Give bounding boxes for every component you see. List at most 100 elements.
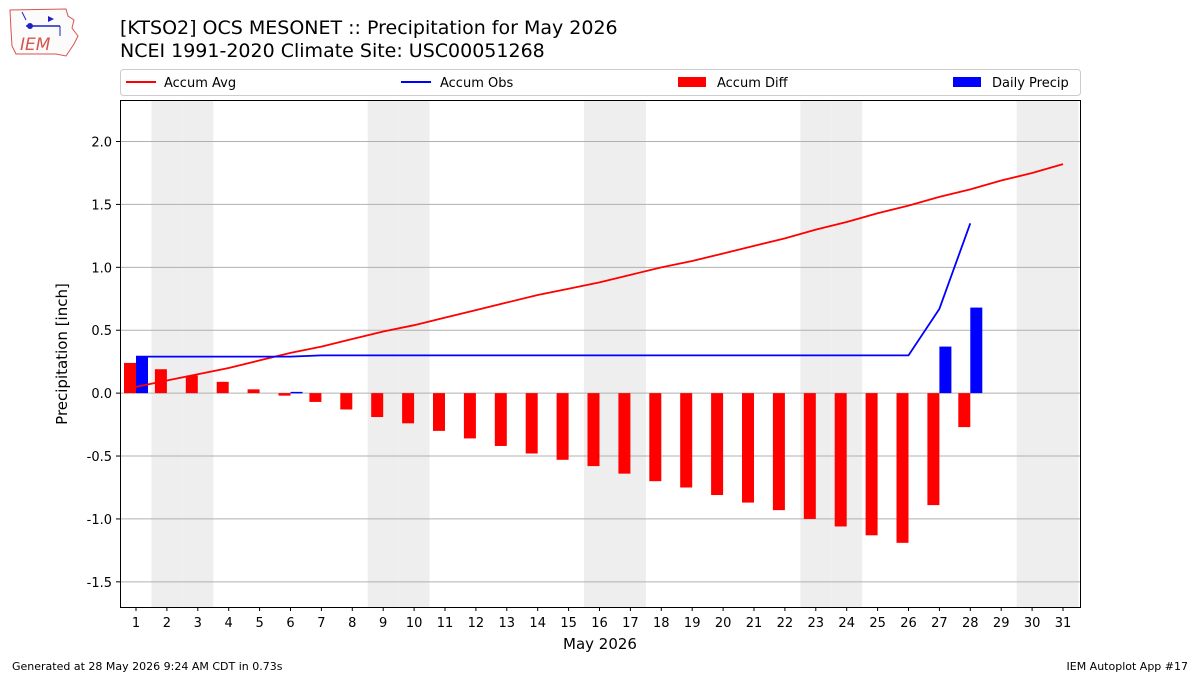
x-tick-label: 3 bbox=[194, 616, 202, 631]
x-tick-label: 27 bbox=[931, 616, 948, 631]
x-tick-label: 2 bbox=[163, 616, 171, 631]
legend-accum-diff-label: Accum Diff bbox=[717, 76, 789, 91]
x-tick-label: 4 bbox=[225, 616, 233, 631]
legend-accum-diff-swatch bbox=[678, 77, 706, 87]
x-tick-label: 9 bbox=[379, 616, 387, 631]
y-tick-label: 1.5 bbox=[91, 198, 112, 213]
x-tick-label: 1 bbox=[132, 616, 140, 631]
accum-avg-line bbox=[135, 163, 1064, 388]
generated-timestamp: Generated at 28 May 2026 9:24 AM CDT in … bbox=[12, 660, 283, 673]
chart-title: [KTSO2] OCS MESONET :: Precipitation for… bbox=[120, 17, 618, 39]
legend-box bbox=[120, 69, 1081, 96]
accum-diff-bar bbox=[309, 393, 322, 402]
weekend-band-day-2 bbox=[151, 100, 183, 607]
y-tick-label: -1.5 bbox=[87, 576, 112, 591]
accum-diff-bar bbox=[587, 393, 600, 467]
daily-precip-bar bbox=[939, 346, 952, 394]
x-tick-label: 23 bbox=[808, 616, 825, 631]
legend-accum-obs-label: Accum Obs bbox=[440, 76, 513, 91]
x-tick-label: 6 bbox=[286, 616, 294, 631]
accum-diff-bar bbox=[185, 375, 198, 394]
weekend-band-day-10 bbox=[398, 100, 430, 607]
x-tick-label: 13 bbox=[499, 616, 516, 631]
daily-precip-bar bbox=[136, 356, 148, 394]
accum-diff-bar bbox=[278, 393, 291, 396]
x-tick-label: 30 bbox=[1024, 616, 1041, 631]
weekend-band-day-17 bbox=[614, 100, 646, 607]
accum-diff-bar bbox=[649, 393, 662, 482]
accum-diff-bar bbox=[865, 393, 878, 536]
legend-daily-precip-label: Daily Precip bbox=[992, 76, 1069, 91]
y-tick-label: -0.5 bbox=[87, 450, 112, 465]
x-tick-label: 24 bbox=[838, 616, 855, 631]
x-tick-label: 26 bbox=[900, 616, 917, 631]
weekend-band-day-3 bbox=[182, 100, 214, 607]
y-axis-ticks: -1.5 -1.0 -0.5 0.0 0.5 1.0 1.5 2.0 bbox=[87, 136, 120, 591]
y-axis-label: Precipitation [inch] bbox=[53, 283, 71, 425]
weekend-shading bbox=[151, 100, 1079, 607]
x-tick-label: 31 bbox=[1055, 616, 1072, 631]
accum-diff-bar bbox=[494, 393, 507, 446]
plot-frame bbox=[120, 100, 1081, 608]
x-tick-label: 5 bbox=[255, 616, 263, 631]
y-tick-label: -1.0 bbox=[87, 513, 112, 528]
accum-diff-bar bbox=[927, 393, 940, 506]
legend-daily-precip-swatch bbox=[953, 77, 981, 87]
y-tick-label: 0.0 bbox=[91, 387, 112, 402]
x-axis-ticks: 1 2 3 4 5 6 7 8 9 10 11 12 13 14 15 16 17 18 19 20 21 22 23 24 2… bbox=[132, 607, 1071, 631]
accum-obs-line bbox=[136, 222, 972, 358]
x-tick-label: 7 bbox=[317, 616, 325, 631]
accum-diff-bar bbox=[618, 393, 631, 474]
accum-diff-bar bbox=[463, 393, 476, 439]
accum-diff-bar bbox=[124, 362, 136, 394]
accum-diff-bar bbox=[896, 393, 909, 543]
iem-logo: IEM bbox=[8, 6, 80, 60]
x-tick-label: 8 bbox=[348, 616, 356, 631]
y-tick-label: 1.0 bbox=[91, 261, 112, 276]
daily-precip-bar bbox=[970, 307, 983, 394]
weekend-band-day-30 bbox=[1016, 100, 1048, 607]
x-tick-label: 11 bbox=[437, 616, 454, 631]
x-tick-label: 14 bbox=[529, 616, 546, 631]
x-tick-label: 19 bbox=[684, 616, 701, 631]
bars bbox=[124, 307, 983, 543]
logo-text: IEM bbox=[20, 35, 51, 55]
accum-diff-bar bbox=[433, 393, 445, 431]
accum-diff-bar bbox=[556, 393, 569, 460]
accum-diff-bar bbox=[834, 393, 847, 527]
x-tick-label: 28 bbox=[962, 616, 979, 631]
accum-diff-bar bbox=[803, 393, 816, 519]
chart-subtitle: NCEI 1991-2020 Climate Site: USC00051268 bbox=[120, 40, 545, 62]
x-tick-label: 10 bbox=[406, 616, 423, 631]
x-tick-label: 29 bbox=[993, 616, 1010, 631]
y-tick-label: 2.0 bbox=[91, 136, 112, 151]
daily-precip-bar bbox=[290, 391, 303, 394]
weekend-band-day-9 bbox=[367, 100, 399, 607]
accum-diff-bar bbox=[216, 381, 229, 394]
x-tick-label: 25 bbox=[869, 616, 886, 631]
weekend-band-day-16 bbox=[584, 100, 615, 607]
accum-diff-bar bbox=[371, 393, 384, 418]
accum-diff-bar bbox=[742, 393, 754, 503]
x-tick-label: 17 bbox=[622, 616, 639, 631]
accum-diff-bar bbox=[402, 393, 415, 424]
legend: Accum Avg Accum Obs Accum Diff Daily Pre… bbox=[120, 69, 1081, 96]
accum-diff-bar bbox=[772, 393, 785, 511]
accum-diff-bar bbox=[711, 393, 724, 496]
weekend-band-day-23 bbox=[800, 100, 832, 607]
x-tick-label: 18 bbox=[653, 616, 670, 631]
lines bbox=[135, 163, 1064, 388]
x-tick-label: 16 bbox=[591, 616, 608, 631]
weekend-band-day-31 bbox=[1047, 100, 1079, 607]
accum-diff-bar bbox=[525, 393, 538, 454]
accum-diff-bar bbox=[958, 393, 971, 428]
legend-accum-avg-label: Accum Avg bbox=[164, 76, 236, 91]
weekend-band-day-24 bbox=[831, 100, 863, 607]
x-tick-label: 12 bbox=[468, 616, 485, 631]
x-axis-label: May 2026 bbox=[563, 635, 637, 653]
accum-diff-bar bbox=[340, 393, 353, 410]
x-tick-label: 21 bbox=[746, 616, 763, 631]
y-tick-label: 0.5 bbox=[91, 324, 112, 339]
accum-diff-bar bbox=[247, 389, 260, 394]
